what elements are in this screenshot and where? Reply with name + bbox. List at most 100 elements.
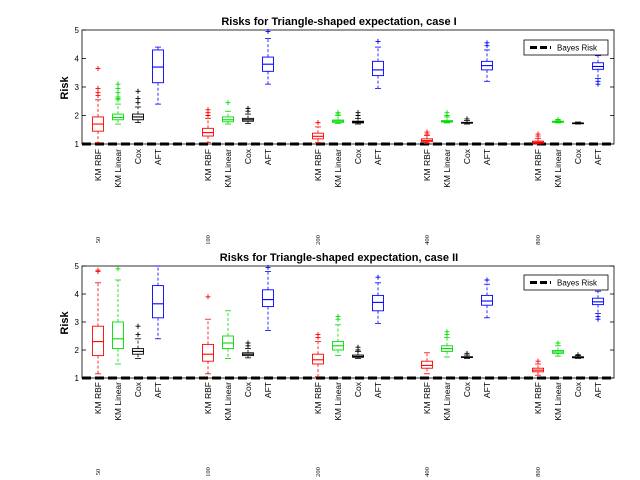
outlier — [225, 100, 231, 106]
box-km-linear-n800 — [552, 340, 564, 357]
method-label: KM RBF — [313, 149, 323, 181]
method-label: Cox — [353, 381, 363, 397]
method-label: AFT — [482, 149, 492, 165]
outlier — [464, 350, 470, 356]
outlier — [115, 94, 121, 100]
outlier — [135, 100, 141, 106]
outlier — [95, 267, 101, 273]
method-label: AFT — [153, 149, 163, 165]
chart-title: Risks for Triangle-shaped expectation, c… — [221, 16, 456, 28]
box — [222, 335, 234, 350]
method-label: KM RBF — [533, 382, 543, 414]
box-aft-n50 — [152, 46, 164, 105]
box-km-linear-n400 — [441, 110, 453, 124]
outlier — [335, 313, 341, 319]
box-km-rbf-n800 — [532, 358, 544, 376]
method-label: KM RBF — [93, 149, 103, 181]
method-label: KM Linear — [223, 149, 233, 188]
outlier — [135, 88, 141, 94]
box-km-linear-n50 — [112, 266, 124, 365]
outlier — [95, 90, 101, 96]
outlier — [135, 332, 141, 338]
box-aft-n200 — [372, 38, 384, 89]
method-label: KM Linear — [442, 382, 452, 421]
box-km-rbf-n50 — [92, 65, 104, 143]
y-tick-label: 4 — [75, 55, 80, 64]
method-label: KM RBF — [422, 382, 432, 414]
outlier — [95, 85, 101, 91]
box-km-linear-n400 — [441, 329, 453, 358]
box-km-rbf-n200 — [312, 120, 324, 143]
method-label: KM Linear — [223, 382, 233, 421]
outlier — [135, 323, 141, 329]
box — [152, 285, 164, 319]
legend: Bayes Risk — [523, 274, 609, 291]
box-cox-n400 — [461, 350, 473, 359]
sample-size-label: 100 — [205, 235, 212, 245]
outlier — [444, 110, 450, 116]
legend-box — [523, 274, 609, 291]
x-axis-sample-size-labels: 50 100 200 400 800 — [95, 467, 542, 477]
box-km-linear-n100 — [222, 310, 234, 359]
outlier — [355, 344, 361, 350]
method-label: Cox — [133, 381, 143, 397]
method-label: KM Linear — [442, 149, 452, 188]
box-cox-n100 — [242, 105, 254, 124]
box — [262, 289, 274, 308]
box-km-rbf-n50 — [92, 267, 104, 375]
outlier — [115, 90, 121, 96]
box-km-linear-n800 — [552, 116, 564, 124]
y-tick-label: 5 — [75, 262, 80, 271]
method-label: Cox — [573, 148, 583, 164]
box — [152, 49, 164, 84]
method-label: KM Linear — [113, 382, 123, 421]
outlier — [484, 277, 490, 283]
sample-size-label: 200 — [315, 467, 322, 477]
outlier — [315, 120, 321, 126]
box-km-rbf-n800 — [532, 131, 544, 145]
outlier — [335, 110, 341, 116]
box-aft-n400 — [481, 40, 493, 82]
outlier — [265, 264, 271, 270]
chart-case-1: Risks for Triangle-shaped expectation, c… — [59, 16, 615, 245]
method-label: AFT — [373, 382, 383, 398]
box — [372, 60, 384, 77]
outlier — [95, 65, 101, 71]
method-label: KM Linear — [113, 149, 123, 188]
box-km-linear-n200 — [332, 110, 344, 124]
method-label: AFT — [373, 149, 383, 165]
method-label: KM Linear — [553, 149, 563, 188]
legend-label: Bayes Risk — [557, 44, 598, 53]
method-label: KM RBF — [422, 149, 432, 181]
sample-size-label: 400 — [424, 235, 431, 245]
y-tick-label: 5 — [75, 26, 80, 35]
method-label: KM Linear — [553, 382, 563, 421]
outlier — [555, 116, 561, 122]
outlier — [205, 107, 211, 113]
box-cox-n100 — [242, 340, 254, 359]
box-km-linear-n100 — [222, 100, 234, 125]
sample-size-label: 200 — [315, 235, 322, 245]
y-tick-label: 2 — [75, 346, 80, 355]
box — [92, 325, 104, 357]
sample-size-label: 800 — [535, 235, 542, 245]
box-km-rbf-n400 — [421, 129, 433, 144]
box-km-linear-n200 — [332, 313, 344, 357]
box — [481, 294, 493, 306]
box-km-rbf-n100 — [202, 294, 214, 375]
box — [112, 321, 124, 350]
method-label: Cox — [243, 148, 253, 164]
outlier — [424, 129, 430, 135]
method-label: KM Linear — [333, 382, 343, 421]
y-tick-label: 1 — [75, 374, 80, 383]
outlier — [535, 131, 541, 137]
box-aft-n50 — [152, 265, 164, 340]
box-km-rbf-n100 — [202, 107, 214, 143]
method-label: KM RBF — [313, 382, 323, 414]
box-aft-n200 — [372, 274, 384, 324]
sample-size-label: 50 — [95, 469, 102, 476]
box-aft-n100 — [262, 28, 274, 85]
outlier — [575, 352, 581, 358]
y-axis-label: Risk — [59, 76, 71, 100]
